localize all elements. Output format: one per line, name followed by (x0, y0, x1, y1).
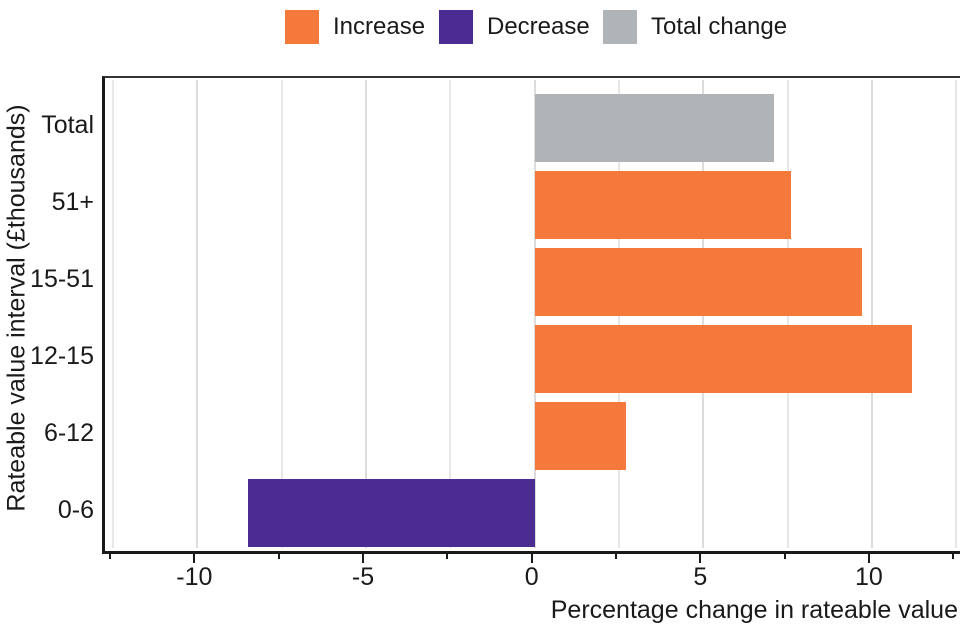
bar-15-51 (534, 247, 862, 316)
x-axis-tick-label: 5 (693, 563, 708, 591)
x-axis-major-tick (193, 554, 196, 563)
bar-12-15 (534, 324, 913, 393)
bar-total (534, 93, 775, 162)
x-axis-title: Percentage change in rateable value (550, 596, 958, 624)
legend-label: Increase (333, 13, 426, 40)
y-axis-category-label: Total (41, 111, 94, 140)
major-gridline (870, 80, 873, 548)
plot-panel (102, 76, 960, 554)
x-axis-minor-tick (952, 554, 955, 559)
minor-gridline (280, 80, 283, 548)
x-axis-major-tick (699, 554, 702, 563)
x-axis-minor-tick (783, 554, 786, 559)
x-axis-tick-label: -5 (351, 563, 375, 591)
y-axis-category-label: 51+ (51, 188, 94, 217)
x-axis-minor-tick (277, 554, 280, 559)
x-axis-minor-tick (109, 554, 112, 559)
x-axis-minor-tick (614, 554, 617, 559)
minor-gridline (449, 80, 452, 548)
legend-item-decrease: Decrease (439, 10, 590, 44)
total-change-swatch-icon (603, 10, 637, 44)
y-axis-category-label: 12-15 (30, 342, 94, 371)
minor-gridline (112, 80, 115, 548)
x-axis-major-tick (867, 554, 870, 563)
legend-item-increase: Increase (285, 10, 425, 44)
x-axis-major-tick (362, 554, 365, 563)
bar-0-6 (247, 478, 535, 547)
bar-51- (534, 170, 791, 239)
minor-gridline (955, 80, 958, 548)
legend-label: Decrease (487, 13, 590, 40)
decrease-swatch-icon (439, 10, 473, 44)
x-axis-tick-label: 0 (524, 563, 539, 591)
x-axis-tick-label: -10 (176, 563, 213, 591)
y-axis-category-label: 6-12 (43, 419, 94, 448)
y-axis-category-label: 0-6 (57, 496, 94, 525)
plot-area (108, 80, 960, 548)
y-axis-category-label: 15-51 (30, 265, 94, 294)
increase-swatch-icon (285, 10, 319, 44)
legend-label: Total change (651, 13, 788, 40)
legend-item-total-change: Total change (603, 10, 787, 44)
y-axis-title: Rateable value interval (£thousands) (2, 104, 31, 512)
x-axis-minor-tick (446, 554, 449, 559)
bar-6-12 (534, 401, 626, 470)
major-gridline (365, 80, 368, 548)
x-axis-major-tick (530, 554, 533, 563)
x-axis-tick-label: 10 (855, 563, 883, 591)
major-gridline (196, 80, 199, 548)
